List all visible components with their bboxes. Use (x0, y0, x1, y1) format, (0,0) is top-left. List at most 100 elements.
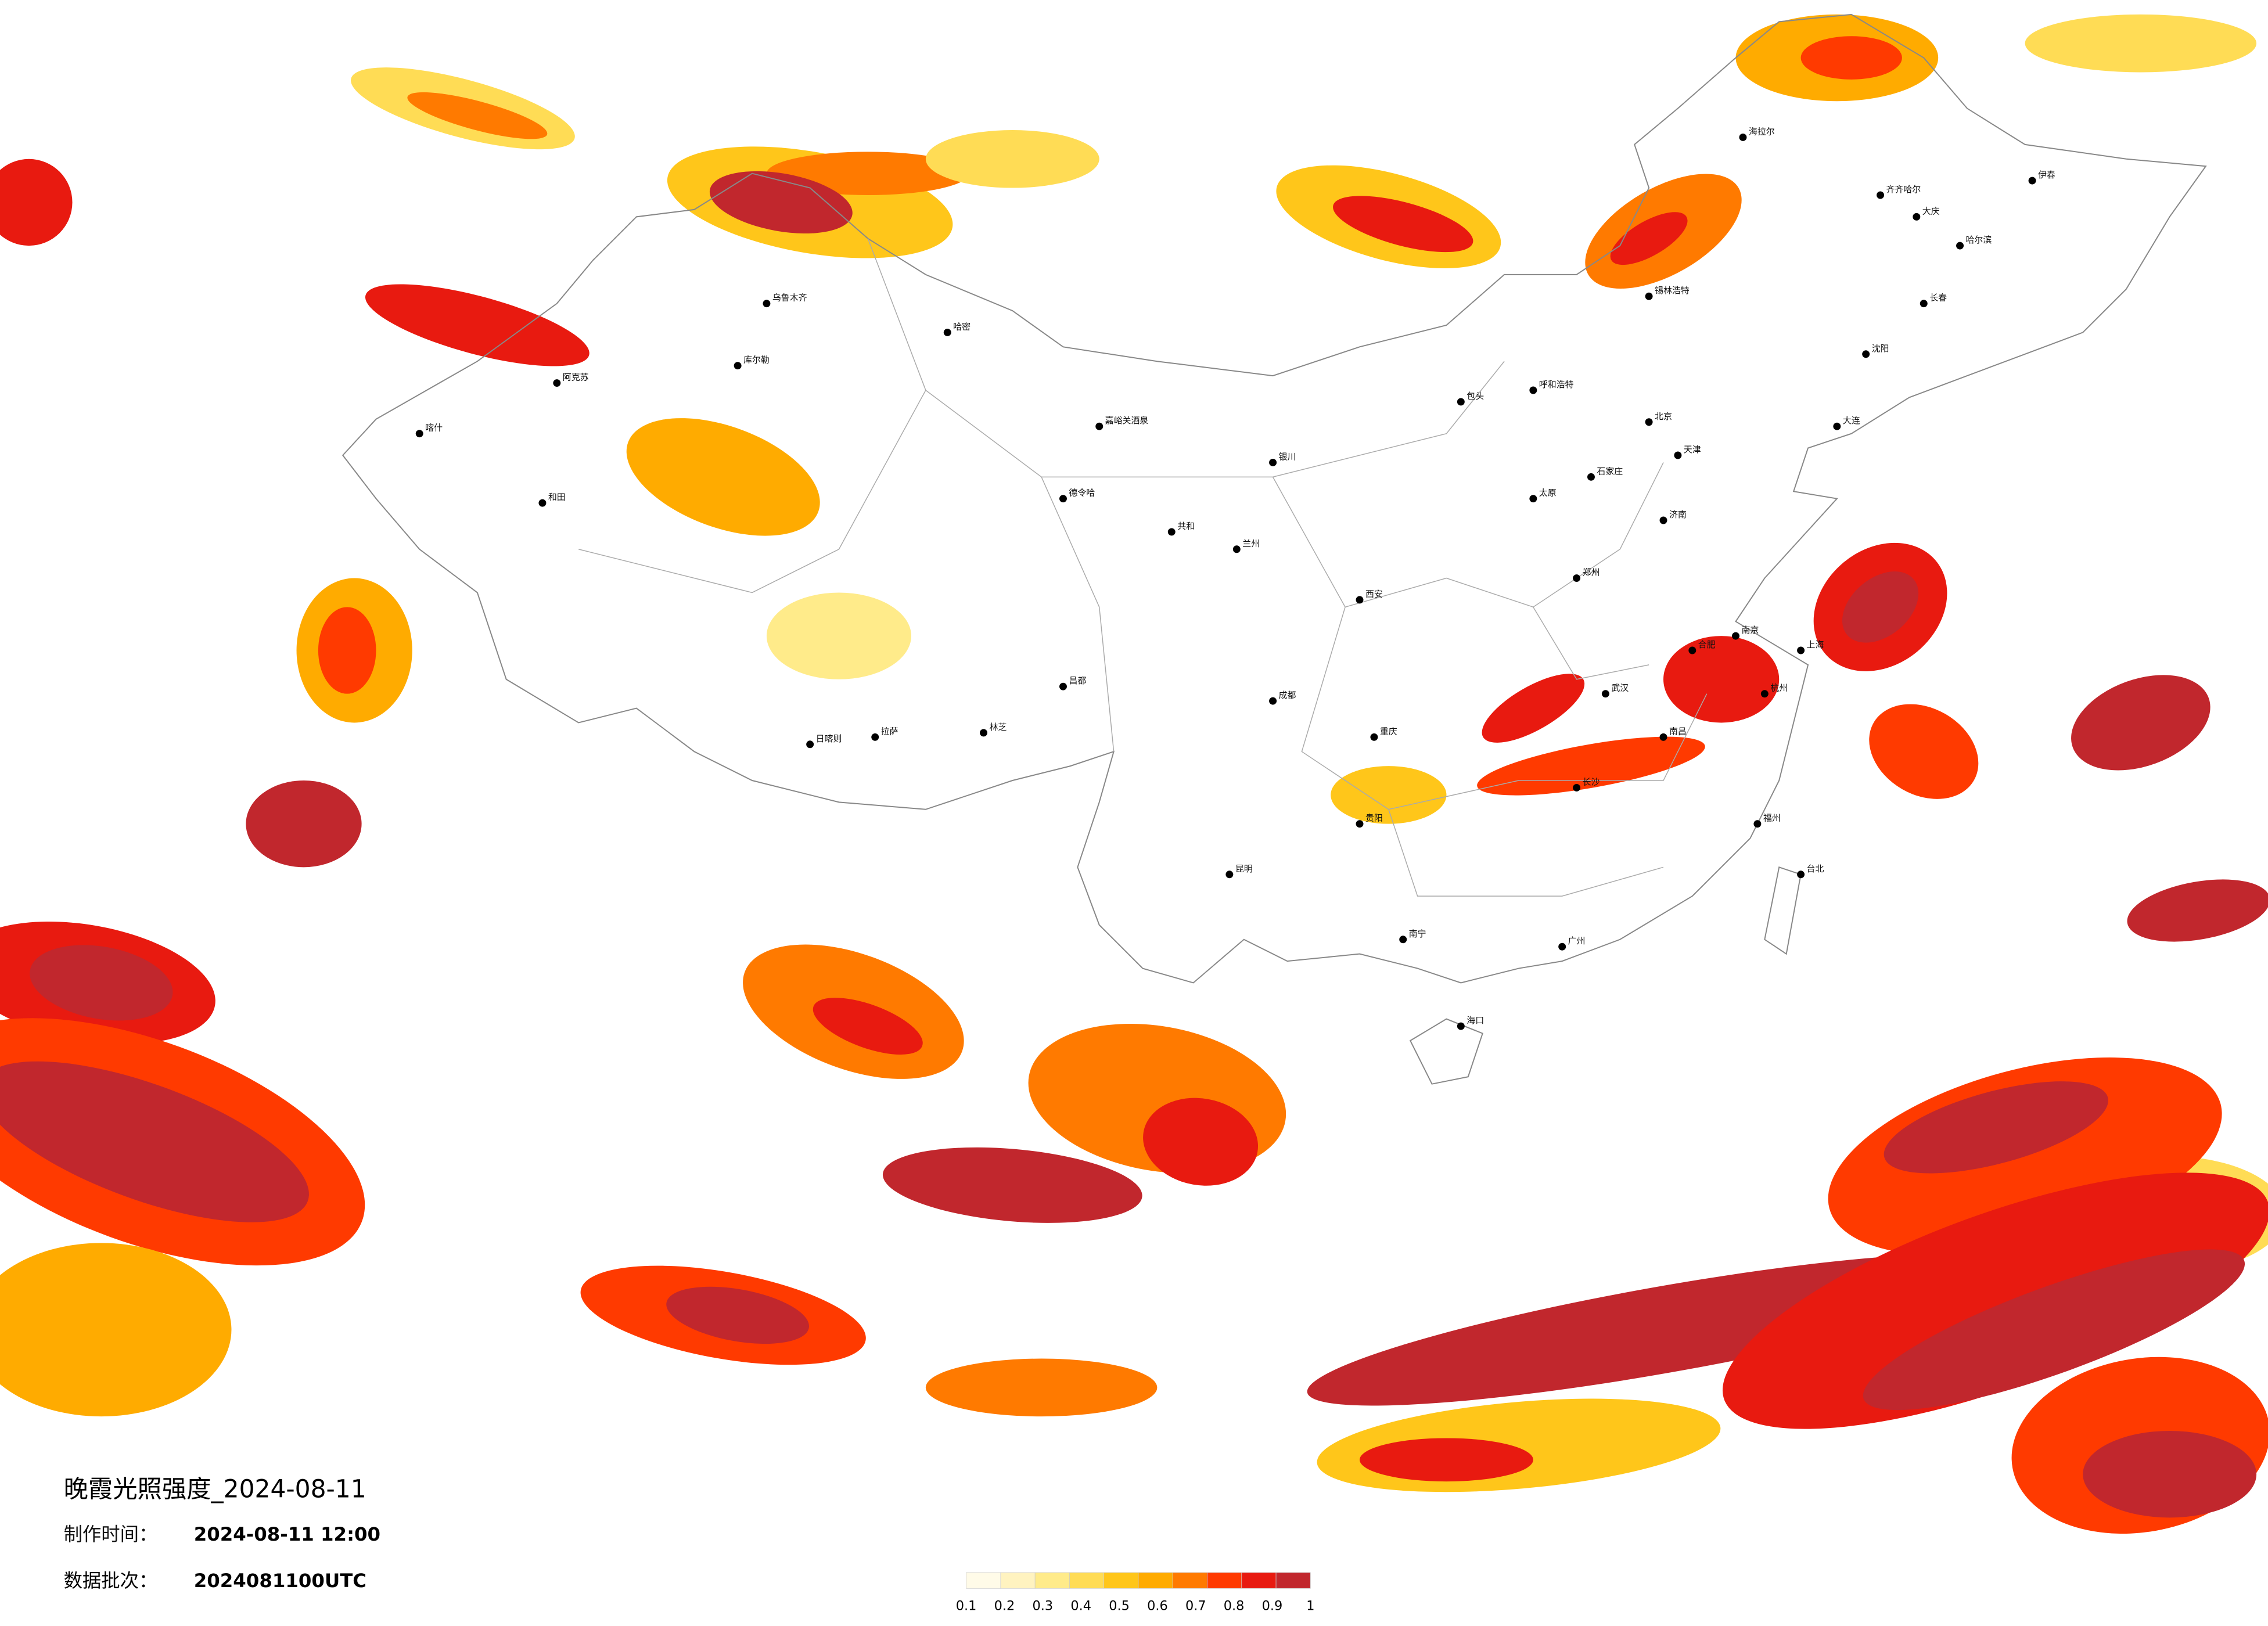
city-label: 锡林浩特 (1655, 285, 1690, 296)
legend-label: 0.7 (1185, 1599, 1206, 1614)
city-dot (1059, 682, 1067, 690)
intensity-patch (2127, 879, 2268, 942)
intensity-patch (1333, 196, 1473, 253)
city-label: 海口 (1467, 1015, 1484, 1026)
intensity-patch (2083, 1431, 2257, 1518)
city-label: 西安 (1365, 589, 1383, 599)
city-dot (553, 379, 561, 387)
legend-label: 0.3 (1033, 1599, 1054, 1614)
city-dot (1956, 242, 1964, 250)
city-dot (1732, 632, 1739, 640)
city-dot (415, 430, 423, 438)
intensity-patch (925, 1358, 1158, 1417)
city-dot (1601, 690, 1609, 698)
city-label: 北京 (1655, 411, 1672, 422)
city-label: 库尔勒 (743, 355, 770, 365)
legend-swatch (1034, 1572, 1070, 1589)
city-dot (1659, 733, 1667, 741)
city-label: 伊春 (2038, 170, 2055, 180)
intensity-patch (1143, 1098, 1259, 1186)
intensity-patch (666, 1286, 809, 1344)
intensity-patch (1610, 212, 1688, 265)
city-label: 济南 (1669, 509, 1687, 520)
city-label: 拉萨 (881, 726, 898, 736)
intensity-patch (709, 171, 853, 234)
intensity-patch (1800, 36, 1902, 80)
batch-label: 数据批次： (64, 1570, 158, 1592)
province-line (578, 238, 1708, 897)
city-label: 日喀则 (816, 733, 842, 744)
city-dot (1877, 191, 1885, 199)
city-label: 太原 (1539, 488, 1557, 498)
legend-label: 0.5 (1109, 1599, 1130, 1614)
intensity-patch (0, 1243, 232, 1417)
intensity-patch (1869, 704, 1979, 799)
city-dot (1862, 350, 1870, 358)
city-dot (1558, 942, 1566, 951)
city-dot (2028, 177, 2036, 185)
intensity-patch (1722, 1172, 2268, 1429)
legend-swatch (1172, 1572, 1207, 1589)
taiwan-outline (1764, 866, 1802, 955)
intensity-patch (0, 159, 73, 246)
city-dot (1529, 386, 1537, 394)
china-outline (342, 13, 2207, 984)
city-dot (1587, 473, 1595, 481)
city-dot (1356, 820, 1364, 828)
city-label: 重庆 (1380, 726, 1397, 736)
city-label: 银川 (1279, 451, 1296, 462)
city-label: 呼和浩特 (1539, 379, 1574, 390)
city-dot (1920, 300, 1928, 308)
city-label: 兰州 (1242, 538, 1260, 549)
legend-swatch (1104, 1572, 1139, 1589)
hainan-outline (1409, 1018, 1483, 1085)
city-dot (1659, 516, 1667, 524)
legend-label: 0.8 (1224, 1599, 1245, 1614)
legend-swatch (1069, 1572, 1105, 1589)
city-label: 石家庄 (1597, 466, 1623, 476)
intensity-patch (626, 418, 820, 536)
city-dot (1457, 398, 1465, 406)
intensity-patch (1482, 674, 1585, 743)
intensity-patch (1663, 636, 1780, 723)
city-dot (1674, 451, 1682, 459)
city-dot (943, 328, 951, 336)
city-dot (763, 300, 771, 308)
city-label: 合肥 (1698, 639, 1716, 650)
map-title: 晚霞光照强度_2024-08-11 (64, 1475, 366, 1503)
intensity-patch (407, 92, 548, 139)
legend-swatch (1207, 1572, 1242, 1589)
legend-label: 0.1 (956, 1599, 977, 1614)
city-dot (1457, 1022, 1465, 1030)
city-dot (1797, 646, 1805, 654)
city-label: 嘉峪关酒泉 (1105, 415, 1149, 426)
intensity-patch (1360, 1438, 1533, 1482)
city-label: 天津 (1684, 444, 1701, 455)
legend-swatch (1275, 1572, 1311, 1589)
city-dot (1095, 422, 1104, 430)
city-label: 上海 (1807, 639, 1824, 650)
city-label: 昆明 (1235, 864, 1253, 874)
city-dot (1573, 783, 1581, 792)
intensity-field (0, 14, 2268, 1534)
city-label: 大庆 (1922, 206, 1940, 216)
city-label: 贵阳 (1365, 813, 1383, 823)
legend-swatch (1138, 1572, 1173, 1589)
city-dot (1059, 495, 1067, 503)
city-dot (538, 499, 547, 507)
city-label: 南昌 (1669, 726, 1687, 736)
legend-swatch (966, 1572, 1001, 1589)
city-label: 哈尔滨 (1965, 235, 1992, 245)
intensity-patch (882, 1147, 1142, 1223)
intensity-patch (1884, 1081, 2108, 1174)
intensity-patch (365, 284, 590, 366)
city-label: 林芝 (989, 722, 1007, 732)
city-label: 和田 (548, 492, 566, 502)
made-label: 制作时间： (64, 1523, 158, 1545)
intensity-patch (1863, 1249, 2245, 1411)
made-value: 2024-08-11 12:00 (194, 1523, 380, 1545)
legend-label: 1 (1306, 1599, 1314, 1614)
city-dot (980, 729, 987, 737)
